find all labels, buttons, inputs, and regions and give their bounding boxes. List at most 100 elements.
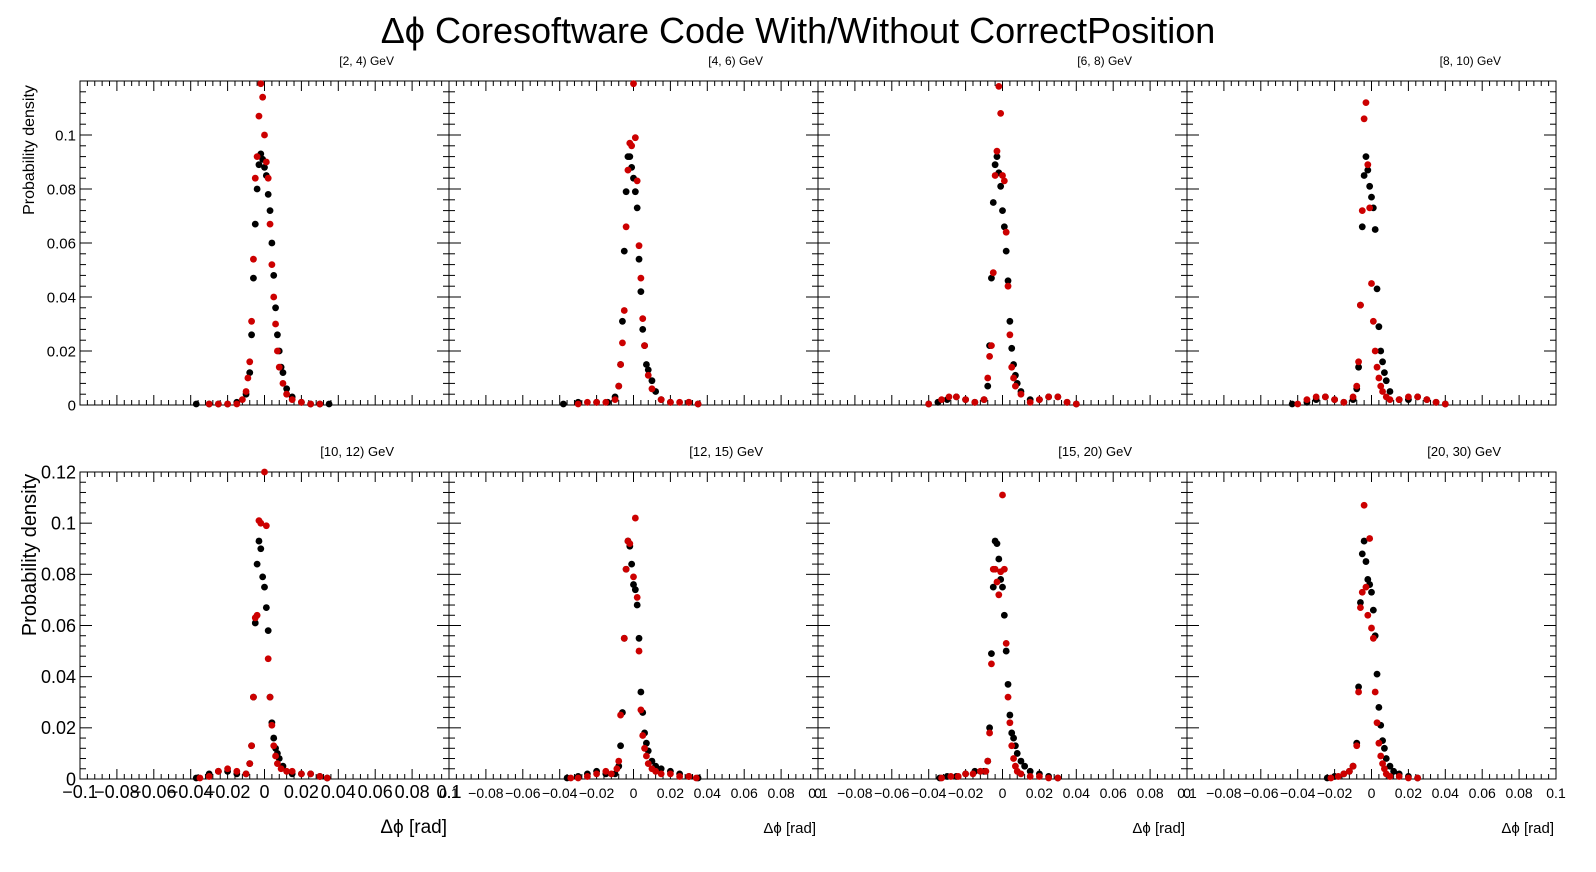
data-point-red: [288, 767, 296, 775]
x-tick-label: 0.06: [358, 782, 393, 802]
data-point-red: [1008, 363, 1016, 371]
data-point-red: [272, 320, 279, 328]
data-point-red: [264, 655, 272, 663]
data-point-red: [991, 172, 999, 179]
data-point-red: [925, 400, 933, 408]
data-point-red: [316, 773, 324, 780]
data-point-red: [633, 593, 641, 601]
data-point-black: [1377, 347, 1385, 355]
data-point-red: [615, 382, 623, 390]
data-point-red: [233, 767, 241, 775]
data-point-red: [214, 767, 222, 775]
data-point-black: [620, 247, 628, 255]
data-point-red: [1026, 398, 1034, 406]
data-point-black: [262, 604, 270, 611]
panel-title: [20, 30) GeV: [1427, 444, 1501, 459]
data-point-red: [1373, 719, 1381, 727]
data-point-red: [1386, 396, 1394, 403]
data-point-black: [259, 573, 267, 581]
data-point-black: [986, 724, 993, 732]
data-point-red: [1327, 774, 1335, 782]
y-axis-label: Probability density: [19, 474, 41, 636]
data-point-black: [1364, 166, 1372, 174]
data-point-red: [593, 770, 600, 778]
x-tick-label: 0.08: [395, 782, 430, 802]
data-point-black: [635, 255, 643, 263]
x-tick-label: 0.04: [321, 782, 356, 802]
data-point-black: [644, 366, 652, 374]
data-point-red: [607, 770, 615, 778]
data-point-red: [637, 706, 645, 714]
data-point-red: [1006, 331, 1014, 339]
data-point-red: [624, 166, 632, 174]
data-point-red: [602, 767, 610, 775]
data-point-red: [993, 578, 1001, 586]
data-point-red: [593, 398, 600, 406]
data-point-red: [657, 396, 665, 403]
data-point-black: [270, 734, 278, 742]
data-point-black: [1021, 762, 1029, 770]
data-point-red: [962, 770, 969, 778]
data-point-black: [1362, 153, 1370, 161]
data-point-red: [261, 468, 268, 476]
x-tick-label: −0.02: [579, 785, 615, 801]
data-point-red: [1357, 301, 1364, 309]
data-point-red: [1063, 398, 1071, 406]
data-point-red: [567, 774, 575, 782]
data-point-black: [248, 331, 255, 339]
x-tick-label: −0.02: [948, 785, 984, 801]
data-point-red: [1386, 773, 1394, 780]
data-point-black: [1382, 755, 1390, 762]
data-point-black: [631, 586, 639, 594]
x-tick-label: 0: [259, 782, 269, 802]
data-point-red: [1017, 390, 1025, 398]
data-point-red: [952, 393, 960, 401]
data-point-red: [630, 573, 637, 581]
data-point-red: [648, 385, 656, 393]
data-point-red: [224, 400, 232, 408]
data-point-black: [643, 361, 650, 368]
panel-title: [4, 6) GeV: [708, 54, 763, 68]
data-point-red: [1362, 99, 1370, 106]
data-point-red: [274, 760, 281, 768]
data-point-red: [1004, 693, 1012, 701]
data-point-red: [993, 147, 1001, 155]
x-tick-label: −0.04: [168, 782, 214, 802]
data-point-black: [1357, 599, 1364, 606]
data-point-red: [583, 773, 591, 780]
data-point-red: [980, 396, 988, 403]
data-point-red: [991, 565, 999, 573]
data-point-red: [989, 269, 997, 277]
data-point-black: [279, 369, 287, 376]
data-point-red: [620, 307, 628, 314]
data-point-black: [991, 161, 999, 169]
data-point-red: [1432, 398, 1440, 406]
data-point-black: [993, 153, 1001, 161]
data-point-red: [694, 400, 702, 408]
data-point-black: [1008, 344, 1016, 352]
x-tick-label: 0.04: [1063, 785, 1090, 801]
data-point-red: [657, 770, 665, 778]
data-point-red: [1366, 204, 1374, 212]
data-point-black: [1381, 744, 1388, 752]
x-tick-label: 0.02: [284, 782, 319, 802]
data-point-black: [1360, 537, 1368, 545]
y-tick-label: 0.04: [47, 289, 76, 306]
data-point-red: [214, 400, 222, 408]
data-point-red: [635, 242, 643, 250]
data-point-red: [954, 773, 962, 780]
data-point-red: [323, 774, 331, 782]
data-point-red: [1004, 282, 1012, 290]
data-point-red: [1334, 773, 1342, 780]
data-point-red: [626, 540, 634, 548]
data-point-red: [253, 153, 261, 161]
data-point-black: [1358, 223, 1366, 231]
data-point-red: [270, 293, 278, 301]
x-tick-label: −0.06: [874, 785, 910, 801]
data-point-black: [268, 239, 276, 247]
x-axis-label: Δϕ [rad]: [763, 820, 816, 837]
data-point-red: [1340, 398, 1348, 406]
data-point-red: [244, 374, 252, 382]
data-point-red: [266, 220, 274, 228]
data-point-red: [224, 765, 232, 773]
